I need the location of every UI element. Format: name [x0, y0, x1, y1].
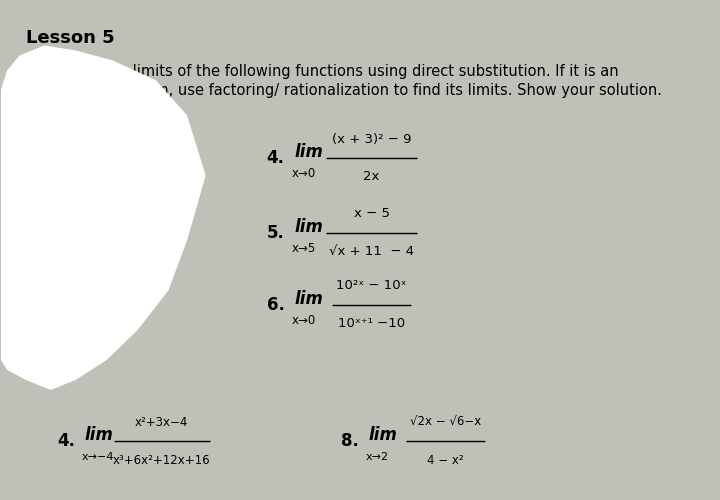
Text: lim: lim — [369, 426, 397, 444]
Text: 10ˣ⁺¹ −10: 10ˣ⁺¹ −10 — [338, 317, 405, 330]
Text: x→0: x→0 — [292, 314, 315, 327]
Text: 6.: 6. — [266, 296, 284, 314]
Text: x³+6x²+12x+16: x³+6x²+12x+16 — [113, 454, 210, 467]
Text: lim: lim — [294, 218, 323, 236]
Text: 5.: 5. — [266, 224, 284, 242]
Text: 4 − x²: 4 − x² — [427, 454, 464, 467]
Polygon shape — [1, 46, 205, 389]
Text: lim: lim — [85, 426, 114, 444]
Text: lim: lim — [294, 143, 323, 161]
Text: x→0: x→0 — [292, 168, 315, 180]
Text: 2x: 2x — [364, 170, 379, 183]
Text: lim: lim — [294, 290, 323, 308]
Text: Lesson 5: Lesson 5 — [26, 28, 114, 46]
Text: 4.: 4. — [57, 432, 75, 450]
Text: x − 5: x − 5 — [354, 207, 390, 220]
Text: (x + 3)² − 9: (x + 3)² − 9 — [332, 132, 411, 145]
Text: x→5: x→5 — [292, 242, 315, 255]
Text: 4.: 4. — [266, 149, 284, 167]
Text: 10²ˣ − 10ˣ: 10²ˣ − 10ˣ — [336, 280, 407, 292]
Text: Evaluate the limits of the following functions using direct substitution. If it : Evaluate the limits of the following fun… — [26, 64, 618, 78]
Text: √x + 11  − 4: √x + 11 − 4 — [329, 245, 414, 258]
Text: x²+3x−4: x²+3x−4 — [135, 416, 189, 429]
Text: 8.: 8. — [341, 432, 359, 450]
Text: √2x − √6−x: √2x − √6−x — [410, 416, 481, 429]
Text: x→−4: x→−4 — [81, 452, 114, 462]
Text: x→2: x→2 — [365, 452, 389, 462]
Text: indeterminate form, use factoring/ rationalization to find its limits. Show your: indeterminate form, use factoring/ ratio… — [26, 84, 662, 98]
